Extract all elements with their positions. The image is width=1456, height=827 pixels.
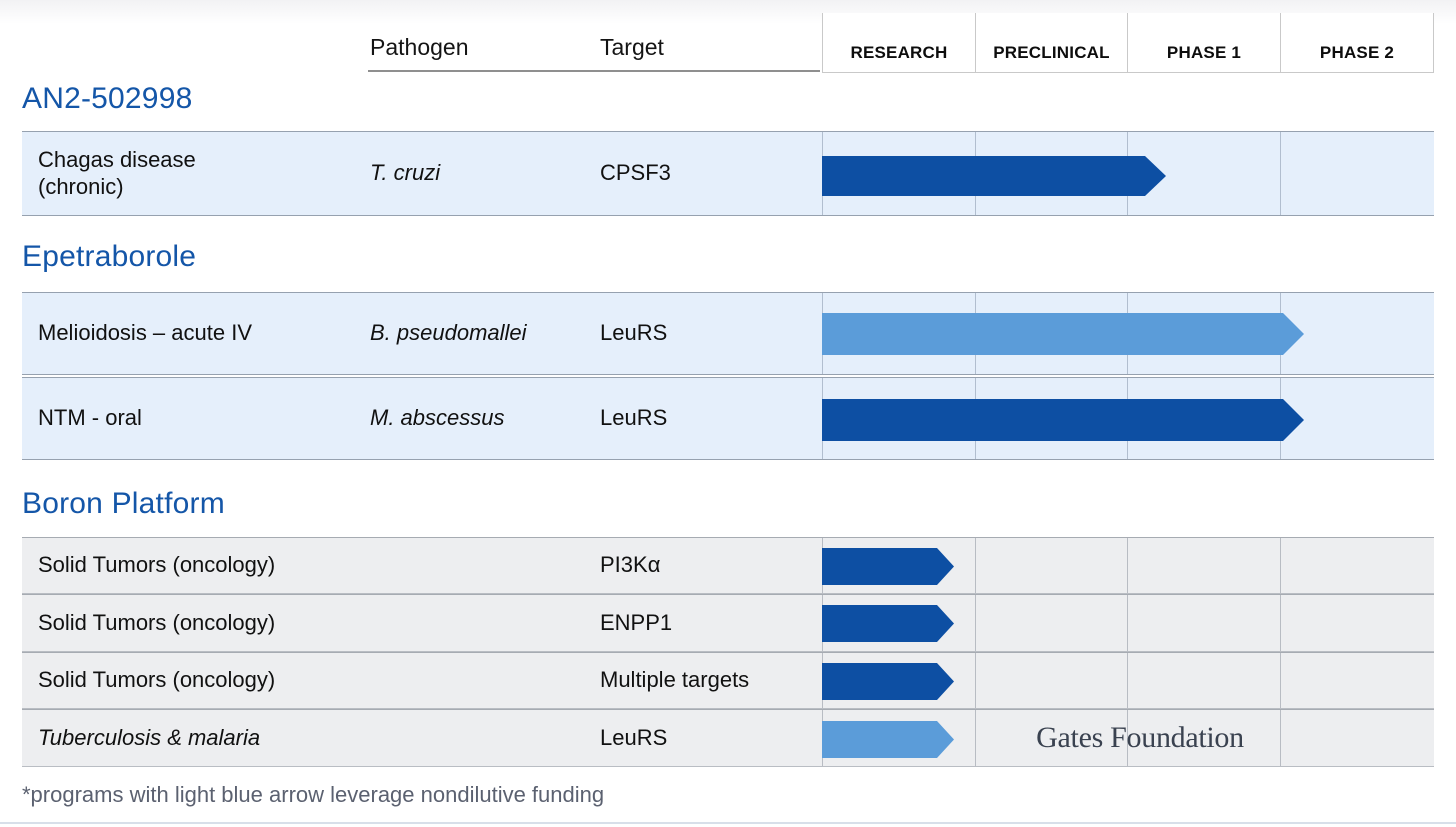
grid-line [1127, 595, 1128, 651]
target-name: CPSF3 [600, 160, 671, 186]
grid-line [1280, 710, 1281, 766]
program-name: Chagas disease (chronic) [38, 147, 196, 199]
target-name: PI3Kα [600, 552, 661, 578]
progress-arrow-dark [822, 605, 954, 642]
progress-arrow-light [822, 313, 1304, 355]
phase-header-research: RESEARCH [822, 13, 975, 72]
phase-header-phase1: PHASE 1 [1127, 13, 1280, 72]
program-name: Tuberculosis & malaria [38, 724, 261, 750]
progress-arrow-light [822, 721, 954, 758]
grid-line [1280, 653, 1281, 708]
footnote: *programs with light blue arrow leverage… [22, 782, 605, 807]
grid-line [1280, 132, 1281, 215]
pathogen-name: M. abscessus [370, 405, 505, 431]
target-name: LeuRS [600, 320, 668, 346]
grid-line [1127, 538, 1128, 593]
section-title-an2-502998: AN2-502998 [22, 82, 193, 115]
program-name: Solid Tumors (oncology) [38, 667, 276, 693]
grid-line [975, 710, 976, 766]
section-title-epetraborole: Epetraborole [22, 240, 197, 273]
program-name: Solid Tumors (oncology) [38, 552, 276, 578]
target-column-header: Target [600, 34, 664, 60]
program-name: Solid Tumors (oncology) [38, 609, 276, 635]
table-row-tuberculosis-malaria: Tuberculosis & malaria LeuRS Gates Found… [22, 709, 1434, 767]
program-name: Melioidosis – acute IV [38, 320, 252, 346]
pathogen-column-header: Pathogen [370, 34, 469, 60]
grid-line [1127, 710, 1128, 766]
table-row-enpp1: Solid Tumors (oncology) ENPP1 [22, 594, 1434, 652]
section-title-boron-platform: Boron Platform [22, 487, 225, 520]
table-row-melioidosis: Melioidosis – acute IV B. pseudomallei L… [22, 292, 1434, 375]
phase-header-phase2: PHASE 2 [1280, 13, 1434, 72]
table-row-ntm: NTM - oral M. abscessus LeuRS [22, 377, 1434, 460]
bottom-divider [0, 822, 1456, 824]
phase-header-preclinical: PRECLINICAL [975, 13, 1127, 72]
grid-line [975, 653, 976, 708]
grid-line [975, 538, 976, 593]
grid-line [975, 595, 976, 651]
table-row-multiple-targets: Solid Tumors (oncology) Multiple targets [22, 652, 1434, 709]
pathogen-name: T. cruzi [370, 160, 441, 186]
pathogen-name: B. pseudomallei [370, 320, 527, 346]
progress-arrow-dark [822, 399, 1304, 441]
progress-arrow-dark [822, 663, 954, 700]
progress-arrow-dark [822, 548, 954, 585]
phase-header-underline [822, 72, 1434, 73]
target-name: ENPP1 [600, 609, 673, 635]
column-header-underline [368, 70, 820, 72]
program-name: NTM - oral [38, 405, 142, 431]
table-row-chagas: Chagas disease (chronic) T. cruzi CPSF3 [22, 131, 1434, 216]
target-name: Multiple targets [600, 667, 750, 693]
target-name: LeuRS [600, 724, 668, 750]
progress-arrow-dark [822, 156, 1166, 196]
grid-line [1127, 653, 1128, 708]
grid-line [1280, 595, 1281, 651]
gates-foundation-wordmark: Gates Foundation [1036, 721, 1244, 754]
table-row-pi3ka: Solid Tumors (oncology) PI3Kα [22, 537, 1434, 594]
grid-line [1280, 538, 1281, 593]
target-name: LeuRS [600, 405, 668, 431]
